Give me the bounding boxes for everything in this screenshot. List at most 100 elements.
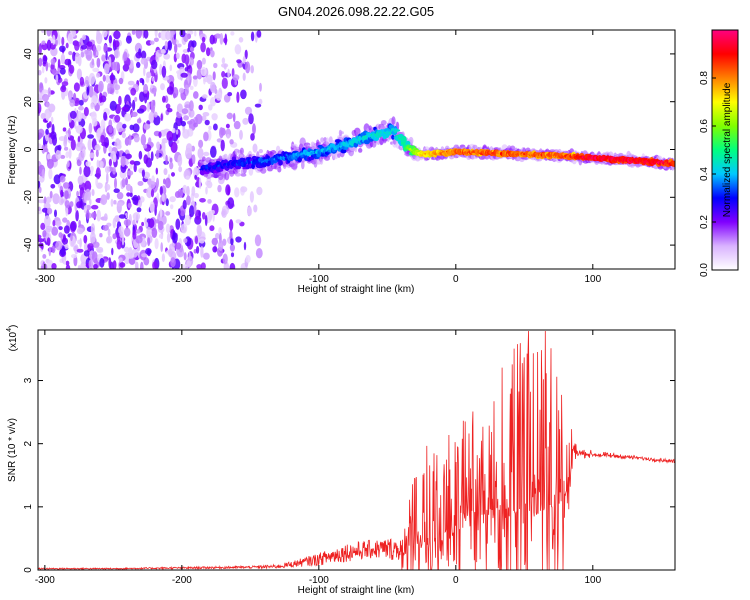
spectrogram-noise-cell — [66, 133, 69, 138]
spectrogram-noise-cell — [55, 74, 59, 83]
spectrogram-noise-cell — [62, 182, 70, 189]
spectrogram-noise-cell — [42, 230, 47, 238]
spectrogram-noise-cell — [152, 99, 156, 106]
spectrogram-noise-cell — [41, 144, 46, 154]
spectrogram-noise-cell — [234, 187, 240, 198]
spectrogram-noise-cell — [253, 204, 258, 213]
spectrogram-noise-cell — [116, 150, 120, 160]
spectrogram-noise-cell — [132, 99, 136, 111]
spectrogram-noise-cell — [96, 44, 102, 52]
spectrogram-noise-cell — [90, 231, 96, 244]
spectrogram-noise-cell — [143, 66, 146, 77]
spectrogram-noise-cell — [184, 104, 191, 109]
spectrogram-noise-cell — [123, 227, 131, 237]
spectrogram-noise-cell — [153, 111, 158, 118]
spectrogram-noise-cell — [92, 241, 100, 248]
figure-title: GN04.2026.098.22.22.G05 — [278, 4, 434, 19]
spectrogram-noise-cell — [77, 135, 81, 143]
spectrogram-noise-cell — [110, 72, 114, 85]
spectrogram-noise-cell — [182, 184, 188, 194]
spectrogram-noise-cell — [254, 103, 262, 108]
spectrogram-noise-cell — [250, 133, 255, 141]
spectrogram-noise-cell — [198, 139, 204, 149]
spectrogram-noise-cell — [201, 94, 208, 99]
spectrogram-halo-cell — [235, 172, 241, 177]
spectrogram-noise-cell — [232, 112, 236, 123]
spectrogram-noise-cell — [203, 252, 210, 260]
spectrogram-noise-cell — [102, 30, 108, 38]
spectrogram-noise-cell — [50, 116, 54, 123]
spectrogram-noise-cell — [165, 103, 171, 110]
spectrogram-noise-cell — [126, 192, 131, 197]
spectrogram-noise-cell — [38, 234, 42, 239]
spectrogram-noise-cell — [123, 219, 131, 227]
spectrogram-noise-cell — [242, 56, 246, 65]
spectrogram-noise-cell — [96, 128, 101, 138]
spectrogram-noise-cell — [188, 118, 196, 131]
spectrogram-noise-cell — [209, 225, 215, 232]
spectrogram-noise-cell — [80, 261, 87, 269]
spectrogram-noise-cell — [63, 234, 66, 242]
spectrogram-noise-cell — [68, 92, 72, 102]
spectrogram-noise-cell — [189, 100, 194, 112]
spectrogram-noise-cell — [101, 54, 106, 62]
spectrogram-noise-cell — [198, 210, 201, 217]
y-tick-label: -20 — [23, 190, 34, 205]
spectrogram-noise-cell — [186, 185, 190, 197]
spectrogram-noise-cell — [172, 127, 176, 134]
spectrogram-noise-cell — [108, 35, 113, 44]
spectrogram-noise-cell — [209, 34, 215, 45]
spectrogram-noise-cell — [204, 215, 208, 227]
spectrogram-halo-cell — [337, 153, 341, 158]
spectrogram-noise-cell — [201, 36, 206, 43]
spectrogram-noise-cell — [183, 252, 187, 261]
spectrogram-noise-cell — [42, 93, 49, 102]
spectrogram-noise-cell — [57, 144, 62, 151]
spectrogram-noise-cell — [146, 187, 153, 199]
spectrogram-noise-cell — [203, 77, 211, 83]
spectrogram-noise-cell — [79, 166, 82, 175]
spectrogram-noise-cell — [250, 31, 255, 42]
spectrogram-noise-cell — [146, 226, 151, 239]
spectrogram-noise-cell — [196, 246, 200, 254]
spectrogram-noise-cell — [70, 233, 73, 242]
spectrogram-noise-cell — [165, 223, 171, 234]
spectrogram-noise-cell — [42, 54, 47, 65]
spectrogram-noise-cell — [87, 243, 94, 250]
x-tick-label: 0 — [453, 274, 459, 285]
spectrogram-noise-cell — [40, 112, 46, 120]
spectrogram-noise-cell — [40, 242, 44, 250]
spectrogram-noise-cell — [118, 95, 122, 106]
spectrogram-noise-cell — [174, 191, 181, 198]
spectrogram-noise-cell — [136, 207, 142, 213]
spectrogram-noise-cell — [147, 237, 151, 247]
spectrogram-noise-cell — [84, 49, 89, 55]
spectrogram-noise-cell — [62, 217, 68, 223]
spectrogram-noise-cell — [156, 141, 161, 150]
spectrogram-noise-cell — [247, 206, 253, 217]
spectrogram-noise-cell — [96, 209, 101, 222]
spectrogram-noise-cell — [88, 72, 96, 85]
spectrogram-noise-cell — [59, 175, 66, 183]
spectrogram-halo-cell — [211, 174, 215, 178]
spectrogram-noise-cell — [95, 167, 101, 180]
spectrogram-noise-cell — [91, 189, 95, 196]
spectrogram-noise-cell — [199, 238, 205, 244]
spectrogram-noise-cell — [87, 138, 92, 151]
spectrogram-noise-cell — [96, 246, 104, 252]
spectrogram-noise-cell — [141, 221, 145, 227]
spectrogram-noise-cell — [77, 55, 82, 67]
spectrogram-noise-cell — [148, 137, 152, 145]
spectrogram-noise-cell — [125, 35, 132, 44]
spectrogram-noise-cell — [111, 247, 114, 256]
spectrogram-noise-cell — [46, 158, 54, 169]
spectrogram-noise-cell — [78, 105, 84, 111]
spectrogram-noise-cell — [144, 92, 148, 104]
spectrogram-noise-cell — [164, 40, 168, 51]
spectrogram-noise-cell — [128, 134, 132, 146]
spectrogram-noise-cell — [65, 260, 70, 266]
spectrogram-noise-cell — [177, 106, 182, 113]
spectrogram-noise-cell — [124, 137, 130, 146]
spectrogram-noise-cell — [40, 222, 46, 230]
spectrogram-noise-cell — [194, 235, 198, 245]
